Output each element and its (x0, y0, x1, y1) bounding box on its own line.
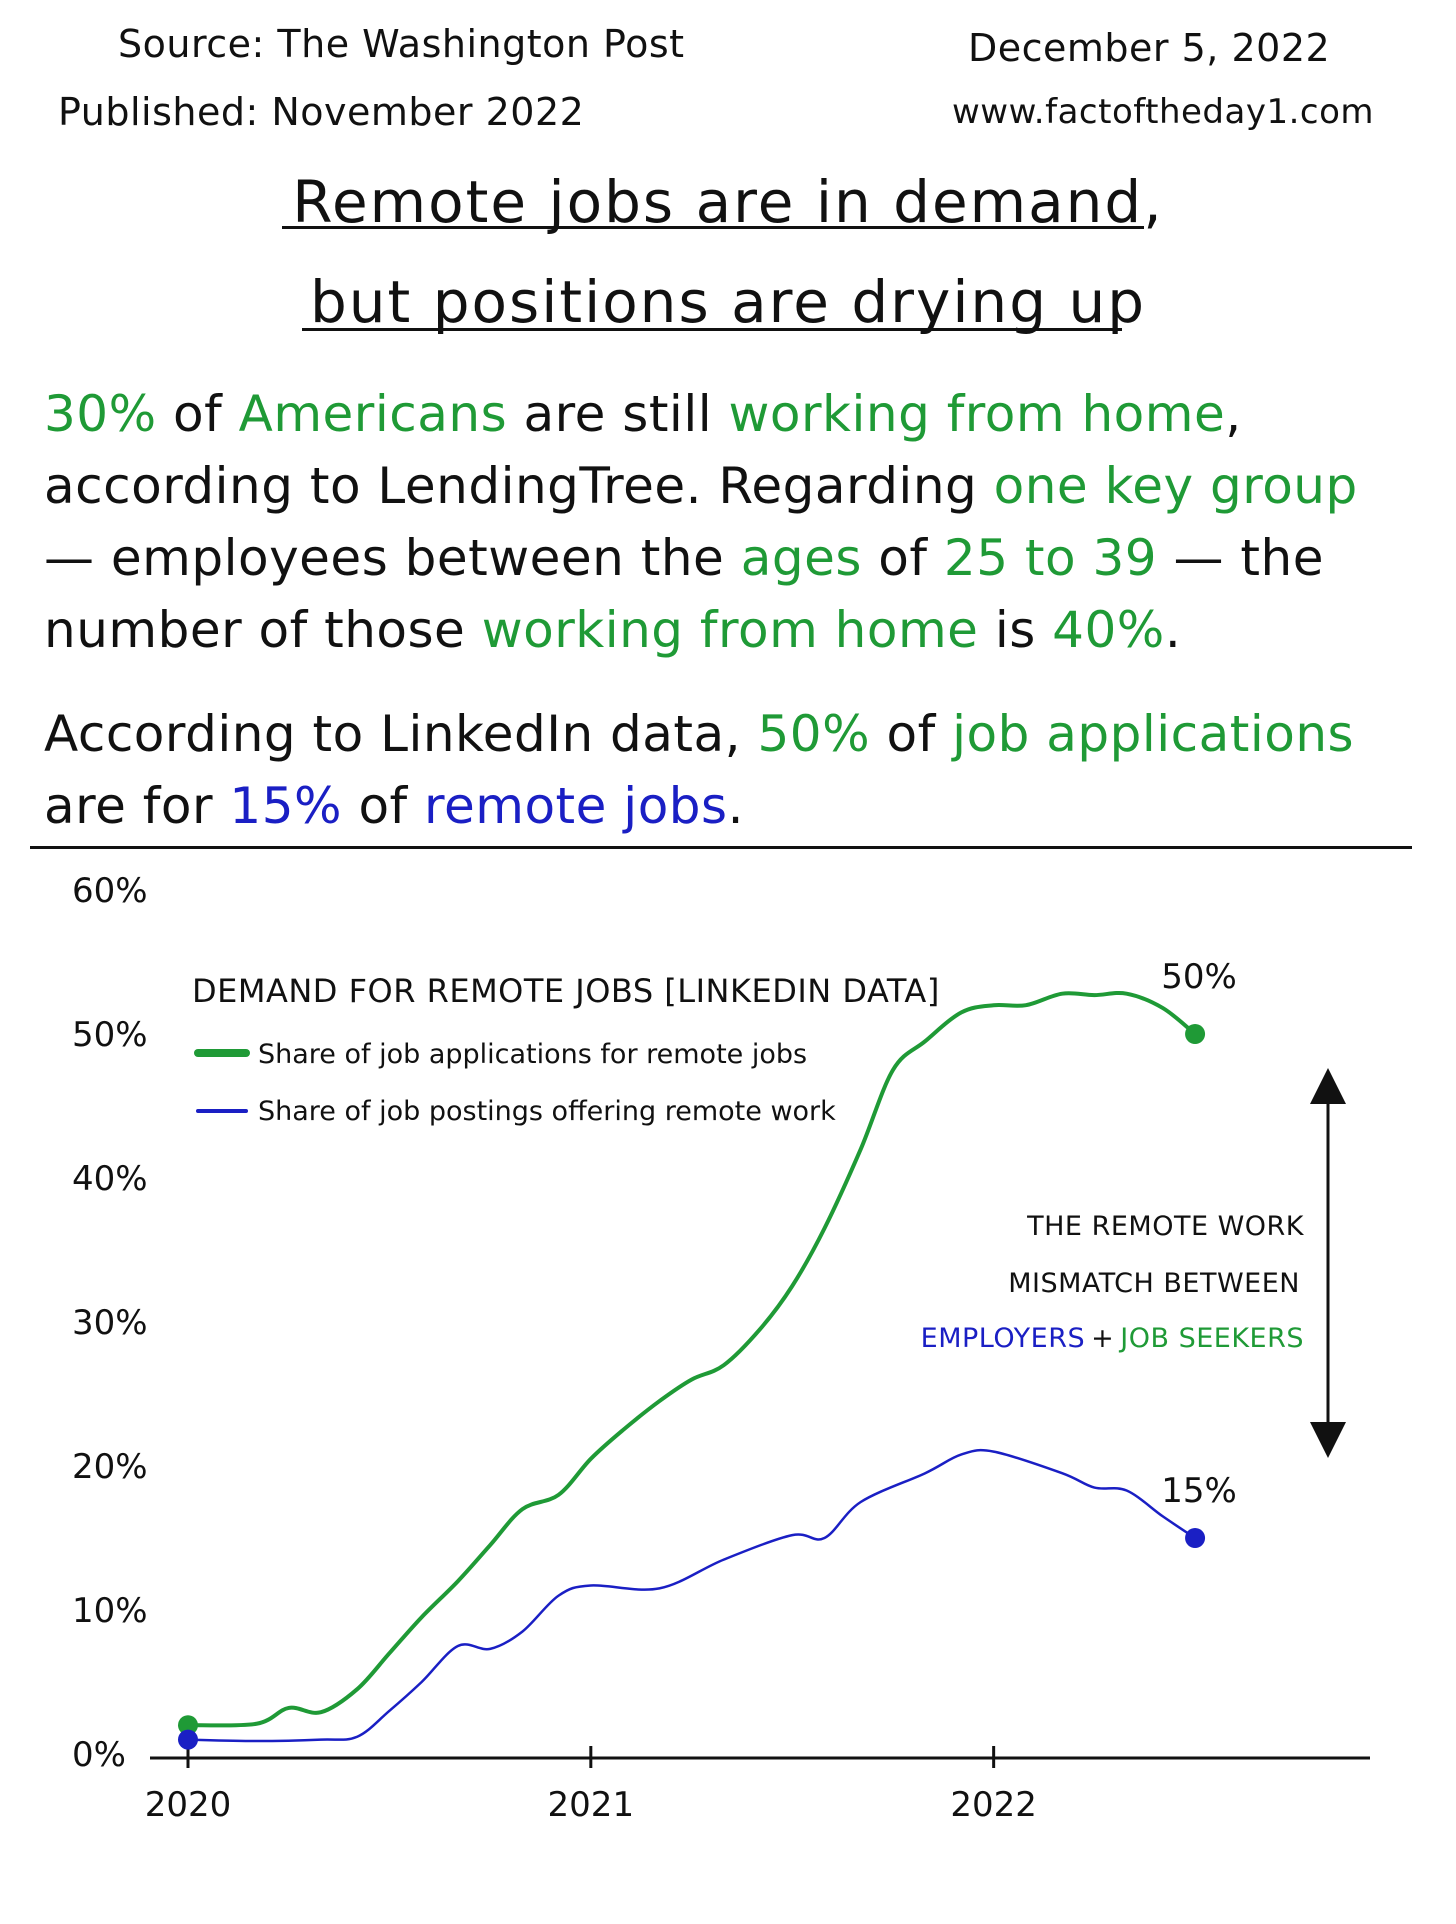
applications-share-line (186, 990, 1198, 1728)
title-line-1: Remote jobs are in demand, (292, 168, 1164, 236)
mismatch-annotation: THE REMOTE WORK MISMATCH BETWEEN EMPLOYE… (921, 1068, 1346, 1458)
paragraph1-segment: 25 to 39 (943, 529, 1158, 587)
paragraph-remote-work-stats: 30% of Americans are still working from … (44, 378, 1414, 666)
paragraph1-segment: one key group (993, 457, 1358, 515)
x-tick-label: 2021 (548, 1785, 635, 1825)
axes: 2020 2021 2022 0% 10% 20% 30% 40% 50% 60% (72, 871, 1370, 1825)
date-label: December 5, 2022 (968, 26, 1331, 70)
postings-share-line (186, 1448, 1197, 1743)
x-tick-label: 2022 (950, 1785, 1037, 1825)
applications-end-label: 50% (1161, 957, 1237, 997)
chart-title: DEMAND FOR REMOTE JOBS [LINKEDIN DATA] (192, 972, 940, 1010)
paragraph2-segment: . (727, 777, 744, 835)
paragraph2-segment: According to LinkedIn data, (44, 705, 758, 763)
annotation-plus: + (1091, 1323, 1114, 1354)
y-tick-label: 20% (72, 1447, 148, 1487)
paragraph1-segment: 40% (1052, 601, 1165, 659)
paragraph1-segment: , according to LendingTree. Regarding (44, 385, 1242, 515)
applications-start-point (178, 1715, 198, 1736)
paragraph1-segment: 30% (44, 385, 157, 443)
y-tick-label: 40% (72, 1159, 148, 1199)
paragraph1-segment: working from home (481, 601, 979, 659)
legend-label-postings: Share of job postings offering remote wo… (258, 1096, 836, 1127)
y-tick-label: 60% (72, 871, 148, 911)
y-tick-label: 0% (72, 1735, 126, 1775)
series-lines: 50% 15% (178, 957, 1237, 1750)
annotation-job-seekers: JOB SEEKERS (1118, 1323, 1304, 1354)
paragraph1-segment: . (1164, 601, 1182, 659)
paragraph1-segment: — the number of those (44, 529, 1324, 659)
paragraph2-segment: of (342, 777, 425, 835)
paragraph1-segment: — employees between the (44, 529, 741, 587)
postings-end-label: 15% (1161, 1471, 1237, 1511)
applications-end-point (1185, 1024, 1206, 1044)
paragraph1-segment: ages (740, 529, 862, 587)
paragraph2-segment: of (870, 705, 953, 763)
title-underline-1 (282, 226, 1144, 229)
section-divider (30, 846, 1412, 849)
legend-label-applications: Share of job applications for remote job… (258, 1039, 807, 1070)
annotation-line-3: EMPLOYERS + JOB SEEKERS (921, 1323, 1304, 1354)
paragraph2-segment: are for (44, 777, 230, 835)
title-underline-2 (302, 328, 1122, 331)
annotation-line-1: THE REMOTE WORK (1026, 1211, 1305, 1242)
paragraph1-segment: are still (507, 385, 729, 443)
annotation-employers: EMPLOYERS (921, 1323, 1085, 1354)
source-label: Source: The Washington Post (118, 22, 685, 66)
website-label: www.factoftheday1.com (952, 92, 1375, 132)
paragraph1-segment: Americans (238, 385, 508, 443)
legend: DEMAND FOR REMOTE JOBS [LINKEDIN DATA] S… (192, 972, 940, 1127)
title-line-2: but positions are drying up (309, 268, 1147, 336)
published-label: Published: November 2022 (58, 90, 585, 134)
y-tick-label: 10% (72, 1591, 148, 1631)
paragraph1-segment: of (861, 529, 944, 587)
paragraph2-segment: job applications (952, 705, 1355, 763)
paragraph2-segment: remote jobs (424, 777, 728, 835)
paragraph1-segment: working from home (728, 385, 1226, 443)
y-tick-label: 50% (72, 1015, 148, 1055)
paragraph1-segment: is (978, 601, 1053, 659)
y-tick-label: 30% (72, 1303, 148, 1343)
annotation-line-2: MISMATCH BETWEEN (1008, 1268, 1300, 1299)
x-tick-label: 2020 (145, 1785, 232, 1825)
postings-start-point (178, 1729, 198, 1750)
paragraph2-segment: 15% (229, 777, 343, 835)
postings-end-point (1185, 1528, 1206, 1548)
paragraph2-segment: 50% (757, 705, 871, 763)
paragraph1-segment: of (156, 385, 239, 443)
paragraph-linkedin-stats: According to LinkedIn data, 50% of job a… (44, 698, 1414, 842)
